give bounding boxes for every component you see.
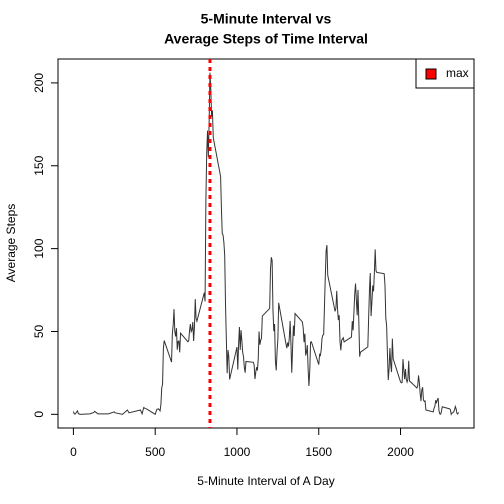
y-tick-label: 0 [32,411,46,418]
x-tick-label: 500 [145,445,165,459]
x-tick-label: 2000 [387,445,414,459]
y-tick-label: 150 [32,155,46,175]
x-tick-label: 1000 [224,445,251,459]
data-line [72,72,460,416]
x-tick-label: 1500 [305,445,332,459]
legend-label: max [446,66,469,80]
y-tick-label: 200 [32,73,46,93]
x-axis-label: 5-Minute Interval of A Day [197,474,334,488]
plot-frame [57,58,475,429]
chart-title: 5-Minute Interval vs [201,11,332,27]
y-tick-label: 100 [32,238,46,258]
x-tick-label: 0 [70,445,77,459]
y-tick-label: 50 [32,324,46,338]
chart-title: Average Steps of Time Interval [164,31,368,47]
legend-swatch [425,68,437,80]
y-axis-label: Average Steps [4,204,18,283]
